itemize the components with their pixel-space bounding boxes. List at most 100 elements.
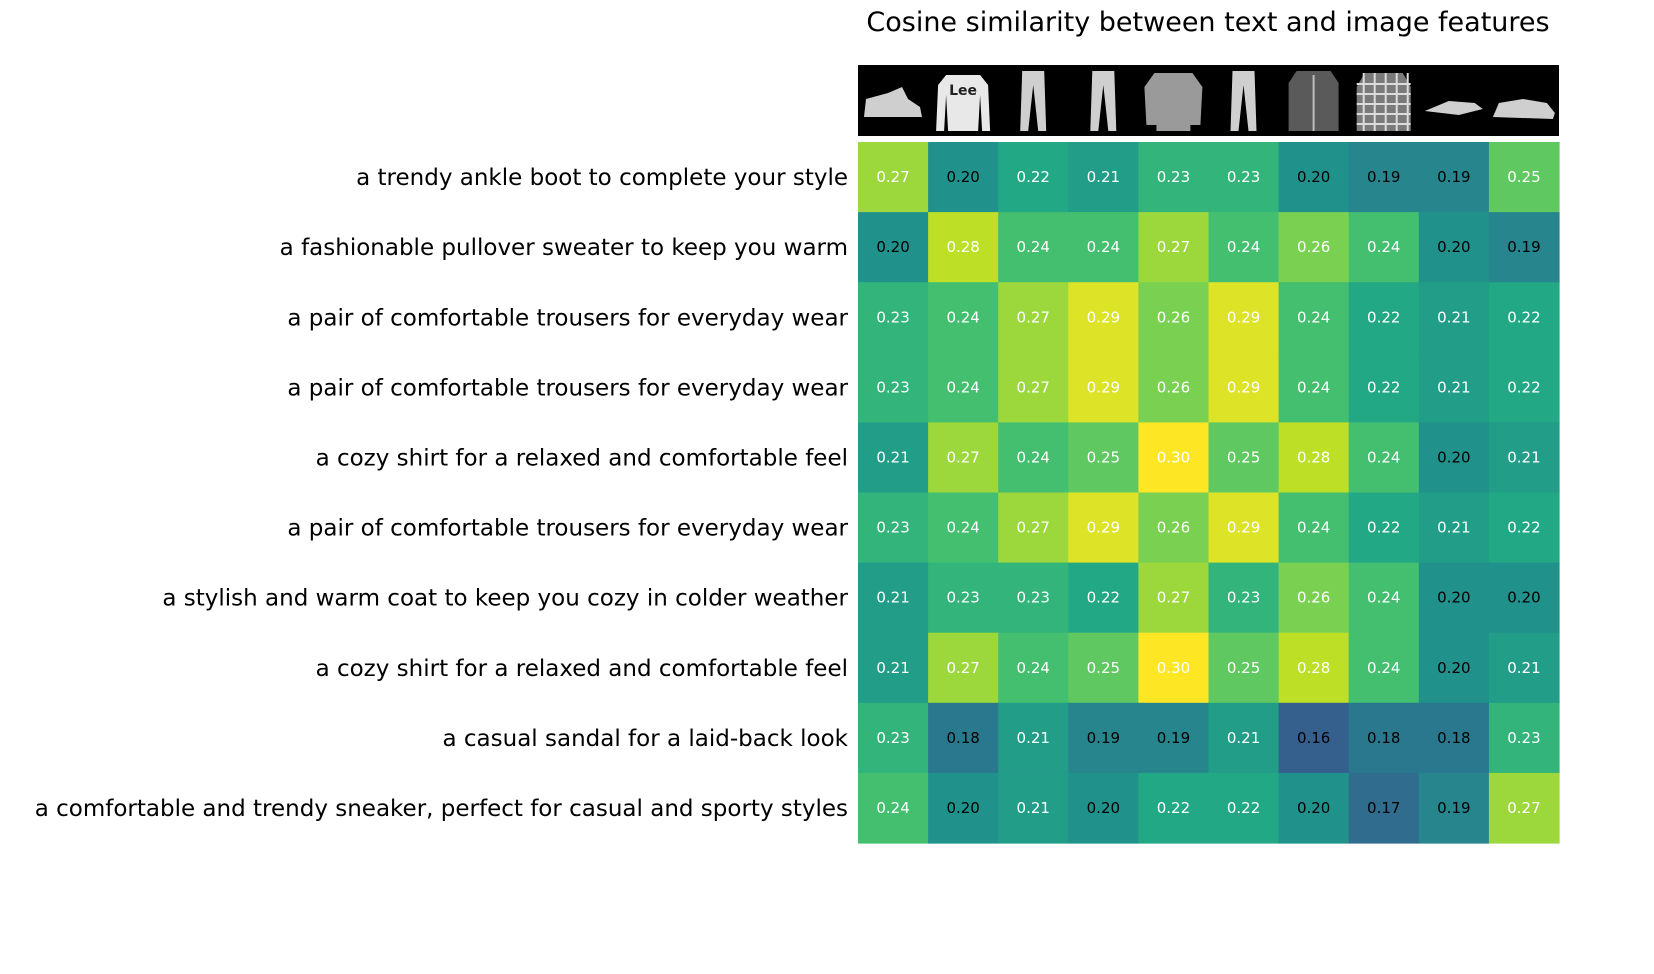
cell-value-label: 0.25 bbox=[1087, 448, 1120, 466]
cell-value-label: 0.27 bbox=[1017, 519, 1050, 537]
thumbnail-shirt bbox=[1144, 73, 1203, 131]
cell-value-label: 0.29 bbox=[1227, 378, 1260, 396]
heatmap-cell bbox=[1348, 702, 1420, 774]
heatmap-cell bbox=[1208, 212, 1280, 283]
cell-value-label: 0.20 bbox=[1297, 168, 1330, 186]
cell-value-label: 0.21 bbox=[1437, 378, 1470, 396]
thumbnail-ankle-boot bbox=[864, 87, 922, 117]
cell-value-label: 0.17 bbox=[1367, 799, 1400, 817]
cell-value-label: 0.22 bbox=[1227, 799, 1260, 817]
cell-value-label: 0.21 bbox=[1227, 729, 1260, 747]
cell-value-label: 0.24 bbox=[946, 519, 979, 537]
heatmap-cell bbox=[928, 702, 999, 774]
heatmap-cell bbox=[1348, 492, 1420, 564]
thumbnail-trousers bbox=[1230, 71, 1257, 131]
heatmap-cell bbox=[1418, 282, 1490, 353]
cell-value-label: 0.23 bbox=[1157, 168, 1190, 186]
cell-value-label: 0.27 bbox=[946, 448, 979, 466]
cell-value-label: 0.23 bbox=[1227, 589, 1260, 607]
cell-value-label: 0.21 bbox=[1507, 659, 1540, 677]
heatmap-cell bbox=[1488, 702, 1560, 774]
cell-value-label: 0.20 bbox=[946, 168, 979, 186]
cell-value-label: 0.24 bbox=[1297, 519, 1330, 537]
heatmap-cell bbox=[998, 492, 1069, 564]
cell-value-label: 0.24 bbox=[946, 308, 979, 326]
cell-value-label: 0.23 bbox=[876, 729, 909, 747]
heatmap-cell bbox=[1068, 352, 1139, 423]
cell-value-label: 0.27 bbox=[1157, 589, 1190, 607]
heatmap-cell bbox=[1418, 702, 1490, 774]
heatmap-cell bbox=[1138, 492, 1210, 564]
cell-value-label: 0.18 bbox=[1367, 729, 1400, 747]
heatmap-cell bbox=[1488, 492, 1560, 564]
cell-value-label: 0.30 bbox=[1157, 448, 1190, 466]
heatmap-cell bbox=[1068, 562, 1139, 634]
heatmap-cell bbox=[1348, 212, 1420, 283]
cell-value-label: 0.22 bbox=[1367, 519, 1400, 537]
cell-value-label: 0.24 bbox=[1017, 659, 1050, 677]
heatmap-cell bbox=[1138, 352, 1210, 423]
cell-value-label: 0.19 bbox=[1087, 729, 1120, 747]
heatmap-cell bbox=[928, 562, 999, 634]
heatmap-cell bbox=[998, 142, 1069, 213]
cell-value-label: 0.29 bbox=[1227, 308, 1260, 326]
cell-value-label: 0.18 bbox=[946, 729, 979, 747]
cell-value-label: 0.21 bbox=[1507, 448, 1540, 466]
cell-value-label: 0.24 bbox=[1367, 238, 1400, 256]
heatmap-cell bbox=[1278, 562, 1350, 634]
row-label: a comfortable and trendy sneaker, perfec… bbox=[35, 796, 848, 822]
cell-value-label: 0.29 bbox=[1227, 519, 1260, 537]
heatmap-cell bbox=[1208, 772, 1280, 844]
heatmap-cell bbox=[858, 282, 929, 353]
cell-value-label: 0.27 bbox=[1157, 238, 1190, 256]
cell-value-label: 0.24 bbox=[1367, 659, 1400, 677]
cell-value-label: 0.19 bbox=[1437, 168, 1470, 186]
row-label: a pair of comfortable trousers for every… bbox=[287, 516, 848, 542]
heatmap-cell bbox=[1418, 352, 1490, 423]
cell-value-label: 0.28 bbox=[1297, 659, 1330, 677]
cell-value-label: 0.29 bbox=[1087, 378, 1120, 396]
cell-value-label: 0.24 bbox=[1087, 238, 1120, 256]
heatmap-cell bbox=[858, 212, 929, 283]
heatmap-cell bbox=[1068, 142, 1139, 213]
cell-value-label: 0.23 bbox=[876, 519, 909, 537]
cell-value-label: 0.22 bbox=[1367, 308, 1400, 326]
heatmap-cell bbox=[1488, 212, 1560, 283]
cell-value-label: 0.26 bbox=[1157, 378, 1190, 396]
cell-value-label: 0.21 bbox=[876, 448, 909, 466]
thumbnail-logo: Lee bbox=[949, 83, 977, 99]
heatmap-cell bbox=[1138, 142, 1210, 213]
cell-value-label: 0.27 bbox=[1017, 378, 1050, 396]
heatmap-cell bbox=[1068, 702, 1139, 774]
heatmap-cell bbox=[1418, 632, 1490, 704]
heatmap-cell bbox=[1068, 422, 1139, 494]
heatmap-cell bbox=[1418, 422, 1490, 494]
cell-value-label: 0.24 bbox=[876, 799, 909, 817]
heatmap-cell bbox=[1138, 422, 1210, 494]
heatmap-cell bbox=[928, 212, 999, 283]
cell-value-label: 0.28 bbox=[1297, 448, 1330, 466]
cell-value-label: 0.27 bbox=[1017, 308, 1050, 326]
heatmap-cell bbox=[1208, 702, 1280, 774]
heatmap-cell bbox=[858, 422, 929, 494]
row-label: a stylish and warm coat to keep you cozy… bbox=[162, 586, 848, 612]
cell-value-label: 0.23 bbox=[876, 308, 909, 326]
cell-value-label: 0.26 bbox=[1157, 308, 1190, 326]
heatmap-cell bbox=[928, 352, 999, 423]
cell-value-label: 0.20 bbox=[946, 799, 979, 817]
heatmap-cell bbox=[1278, 352, 1350, 423]
thumbnail-sneaker bbox=[1492, 99, 1555, 119]
cell-value-label: 0.24 bbox=[1297, 378, 1330, 396]
cell-value-label: 0.25 bbox=[1507, 168, 1540, 186]
heatmap-cell bbox=[1208, 352, 1280, 423]
heatmap-cell bbox=[1488, 422, 1560, 494]
cell-value-label: 0.22 bbox=[1507, 378, 1540, 396]
heatmap-cell bbox=[998, 772, 1069, 844]
cell-value-label: 0.21 bbox=[876, 659, 909, 677]
heatmap-cell bbox=[1488, 562, 1560, 634]
thumbnail-coat bbox=[1288, 71, 1339, 131]
row-label: a casual sandal for a laid-back look bbox=[443, 726, 849, 752]
cell-value-label: 0.16 bbox=[1297, 729, 1330, 747]
cell-value-label: 0.21 bbox=[1017, 729, 1050, 747]
